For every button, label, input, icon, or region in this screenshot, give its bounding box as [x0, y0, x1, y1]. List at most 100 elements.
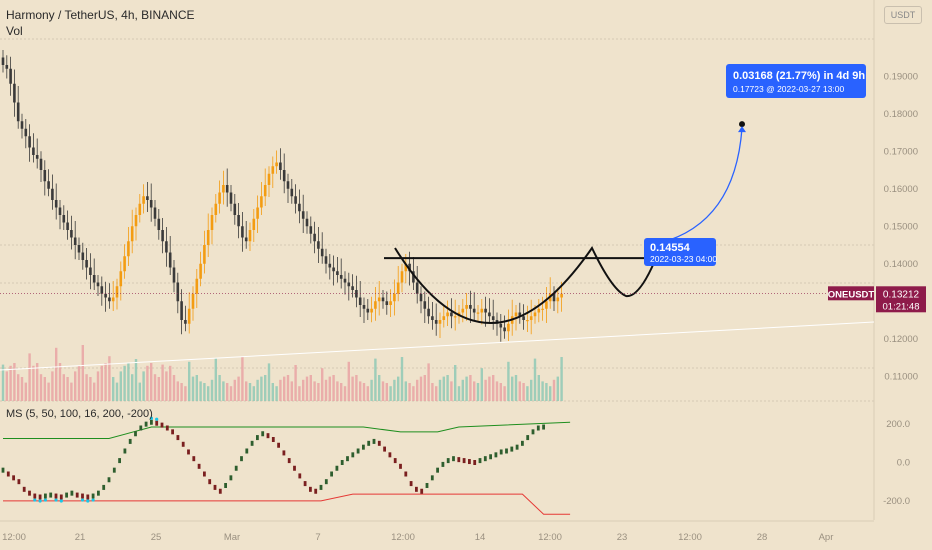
volume-bar	[389, 386, 392, 401]
ms-point	[425, 483, 429, 488]
ms-point	[489, 454, 492, 460]
time-tick-label: 21	[75, 532, 86, 543]
volume-bar	[39, 374, 43, 401]
ms-point	[59, 494, 63, 500]
volume-bar	[28, 353, 31, 401]
ms-point	[197, 463, 201, 469]
volume-bar	[347, 361, 350, 401]
candle-body	[165, 241, 168, 253]
candle-body	[556, 297, 560, 302]
volume-bar	[283, 376, 286, 401]
ms-point	[330, 471, 333, 477]
arrowhead	[738, 126, 746, 133]
candle-body	[267, 173, 271, 185]
volume-bar	[13, 363, 16, 401]
candle-body	[39, 158, 43, 170]
candle-body	[233, 203, 237, 215]
volume-bar	[218, 375, 221, 401]
volume-bar	[271, 383, 274, 401]
candle-body	[465, 305, 468, 309]
currency-badge[interactable]: USDT	[884, 6, 922, 24]
volume-bar	[560, 357, 563, 401]
candle-body	[108, 297, 111, 302]
candle-body	[396, 282, 400, 294]
candle-body	[28, 136, 31, 148]
ms-point	[452, 456, 455, 462]
candle-body	[191, 293, 195, 309]
ms-point	[112, 467, 116, 473]
candle-body	[35, 155, 39, 159]
candle-body	[127, 241, 130, 257]
ms-point	[468, 459, 471, 465]
candle-body	[450, 312, 453, 317]
candle-body	[195, 278, 199, 294]
volume-bar	[362, 383, 366, 401]
candle-body	[237, 215, 240, 227]
volume-bar	[469, 375, 472, 401]
ms-point	[521, 440, 524, 446]
volume-bar	[305, 376, 309, 401]
ms-point	[234, 465, 238, 471]
volume-bar	[340, 383, 343, 401]
candle-body	[58, 207, 62, 215]
grid-layer	[0, 0, 875, 522]
candle-body	[138, 203, 142, 215]
candle-body	[256, 207, 259, 219]
candle-body	[541, 308, 544, 310]
ms-point	[399, 463, 402, 469]
ms-point	[118, 458, 121, 464]
ms-point	[1, 467, 5, 473]
ms-point	[388, 452, 392, 458]
ms-signal-dot	[59, 499, 63, 503]
volume-bar	[142, 371, 145, 401]
candle-body	[70, 230, 73, 238]
candle-body	[279, 162, 282, 170]
candle-body	[389, 301, 392, 305]
volume-bar	[85, 374, 88, 401]
candle-body	[161, 230, 164, 242]
candle-body	[9, 68, 12, 84]
volume-bar	[400, 357, 404, 401]
volume-bar	[476, 383, 480, 401]
candle-body	[149, 200, 153, 208]
ms-point	[409, 481, 413, 487]
ms-point	[192, 456, 196, 462]
candle-body	[355, 290, 358, 298]
volume-bar	[104, 363, 107, 401]
candle-body	[514, 312, 518, 317]
candle-body	[370, 308, 373, 313]
volume-bar	[229, 386, 233, 401]
candle-body	[305, 218, 309, 227]
volume-bar	[222, 381, 225, 401]
ms-point	[372, 438, 376, 444]
candle-body	[491, 316, 495, 320]
candle-body	[62, 215, 66, 223]
volume-bar	[77, 365, 81, 401]
price-tick-label: 0.19000	[884, 71, 918, 82]
ms-point	[505, 448, 508, 454]
volume-bar	[176, 381, 179, 401]
volume-bar	[526, 386, 529, 401]
candle-body	[461, 308, 465, 313]
ms-point	[303, 481, 307, 487]
volume-bar	[252, 386, 255, 401]
ms-indicator-layer	[1, 416, 571, 515]
candle-body	[442, 316, 446, 320]
candle-body	[210, 215, 214, 230]
ms-point	[324, 479, 328, 485]
volume-bar	[370, 379, 373, 401]
axis-layer: 0.19000 0.18000 0.17000 0.16000 0.15000 0.140…	[2, 71, 918, 543]
ms-point	[171, 429, 174, 435]
volume-bar	[556, 376, 559, 401]
candle-body	[5, 65, 9, 69]
ms-signal-dot	[33, 498, 37, 502]
volume-bar	[184, 386, 187, 401]
volume-bar	[533, 358, 537, 401]
volume-bar	[172, 375, 176, 401]
candle-body	[453, 316, 457, 318]
ms-point	[86, 494, 90, 500]
ms-point	[351, 452, 355, 458]
target-sub-text: 0.17723 @ 2022-03-27 13:00	[733, 84, 844, 94]
trendline	[0, 321, 875, 371]
price-tick-label: 0.12000	[884, 334, 918, 345]
